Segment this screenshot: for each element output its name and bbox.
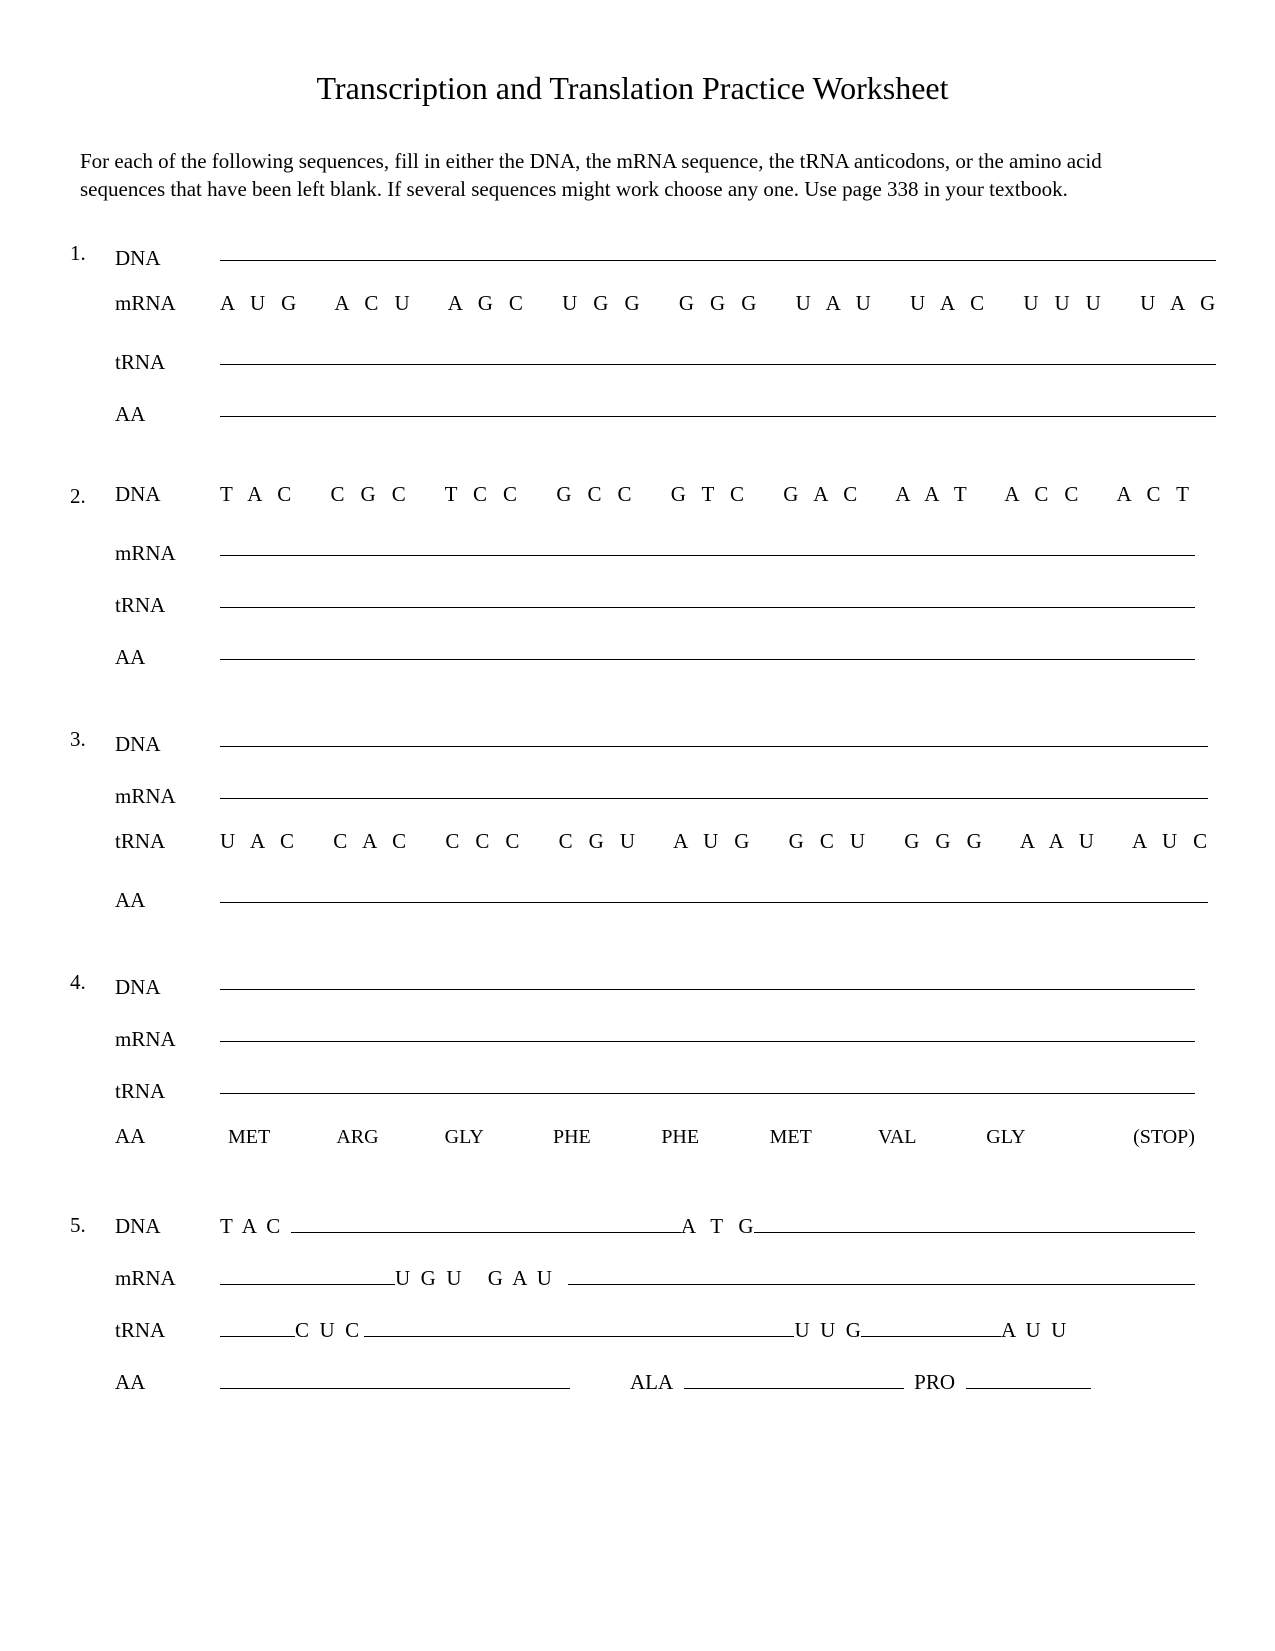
mrna-blank[interactable]	[220, 534, 1195, 556]
mrna-label: mRNA	[115, 784, 220, 809]
aa-blank[interactable]	[684, 1367, 904, 1389]
aa-item: ARG	[328, 1126, 436, 1152]
trna-blank[interactable]	[220, 1072, 1195, 1094]
dna-given: A T G	[681, 1214, 754, 1239]
aa-label: AA	[115, 1124, 220, 1149]
trna-blank[interactable]	[220, 586, 1195, 608]
aa-label: AA	[115, 645, 220, 670]
aa-item: GLY	[437, 1126, 545, 1152]
instructions: For each of the following sequences, fil…	[80, 147, 1185, 204]
aa-label: AA	[115, 402, 220, 427]
dna-sequence: T A C C G C T C C G C C G T C G A C A A …	[220, 482, 1195, 508]
mrna-blank[interactable]	[220, 1263, 395, 1285]
trna-given: A U U	[1001, 1318, 1066, 1343]
trna-label: tRNA	[115, 1079, 220, 1104]
problem-number: 2.	[70, 482, 115, 670]
trna-label: tRNA	[115, 829, 220, 854]
aa-blank[interactable]	[220, 1367, 570, 1389]
aa-given: PRO	[914, 1370, 955, 1395]
dna-blank[interactable]	[220, 968, 1195, 990]
dna-label: DNA	[115, 975, 220, 1000]
page-title: Transcription and Translation Practice W…	[120, 70, 1145, 107]
dna-blank[interactable]	[291, 1211, 681, 1233]
problem-number: 5.	[70, 1211, 115, 1399]
problem-number: 3.	[70, 725, 115, 913]
trna-blank[interactable]	[861, 1315, 1001, 1337]
dna-blank[interactable]	[220, 239, 1216, 261]
aa-blank[interactable]	[966, 1367, 1091, 1389]
aa-given: ALA	[630, 1370, 673, 1395]
trna-blank[interactable]	[364, 1315, 794, 1337]
aa-blank[interactable]	[220, 881, 1208, 903]
dna-blank[interactable]	[754, 1211, 1195, 1233]
aa-label: AA	[115, 888, 220, 913]
aa-item: MET	[762, 1126, 870, 1152]
trna-label: tRNA	[115, 350, 220, 375]
aa-blank[interactable]	[220, 638, 1195, 660]
aa-label: AA	[115, 1370, 220, 1395]
aa-item: MET	[220, 1126, 328, 1152]
trna-label: tRNA	[115, 1318, 220, 1343]
aa-blank[interactable]	[220, 395, 1216, 417]
trna-blank[interactable]	[220, 343, 1216, 365]
trna-given: C U C	[295, 1318, 359, 1343]
problem-2: 2. DNA T A C C G C T C C G C C G T C G A…	[70, 482, 1195, 670]
aa-item: GLY	[978, 1126, 1086, 1152]
problem-number: 1.	[70, 239, 115, 427]
dna-label: DNA	[115, 732, 220, 757]
trna-blank[interactable]	[220, 1315, 295, 1337]
problem-3: 3. DNA mRNA tRNA U A C C A C C C C C G U…	[70, 725, 1195, 913]
dna-label: DNA	[115, 246, 220, 271]
trna-sequence: U A C C A C C C C C G U A U G G C U G G …	[220, 829, 1208, 855]
mrna-blank[interactable]	[220, 1020, 1195, 1042]
problem-4: 4. DNA mRNA tRNA AA MET ARG GLY PHE PHE …	[70, 968, 1195, 1156]
trna-label: tRNA	[115, 593, 220, 618]
aa-item: VAL	[870, 1126, 978, 1152]
mrna-label: mRNA	[115, 291, 220, 316]
problem-1: 1. DNA mRNA A U G A C U A G C U G G G G …	[70, 239, 1195, 427]
mrna-label: mRNA	[115, 1266, 220, 1291]
mrna-blank[interactable]	[220, 777, 1208, 799]
problem-number: 4.	[70, 968, 115, 1156]
mrna-given: U G U G A U	[395, 1266, 552, 1291]
dna-label: DNA	[115, 1214, 220, 1239]
aa-item: PHE	[653, 1126, 761, 1152]
mrna-sequence: A U G A C U A G C U G G G G G U A U U A …	[220, 291, 1216, 317]
trna-given: U U G	[794, 1318, 861, 1343]
dna-blank[interactable]	[220, 725, 1208, 747]
mrna-label: mRNA	[115, 541, 220, 566]
aa-sequence: MET ARG GLY PHE PHE MET VAL GLY (STOP)	[220, 1126, 1195, 1152]
problem-5: 5. DNA T A C A T G mRNA U G U G A U	[70, 1211, 1195, 1399]
mrna-label: mRNA	[115, 1027, 220, 1052]
mrna-blank[interactable]	[568, 1263, 1195, 1285]
dna-label: DNA	[115, 482, 220, 507]
aa-item: (STOP)	[1087, 1126, 1195, 1152]
dna-given: T A C	[220, 1214, 280, 1239]
aa-item: PHE	[545, 1126, 653, 1152]
